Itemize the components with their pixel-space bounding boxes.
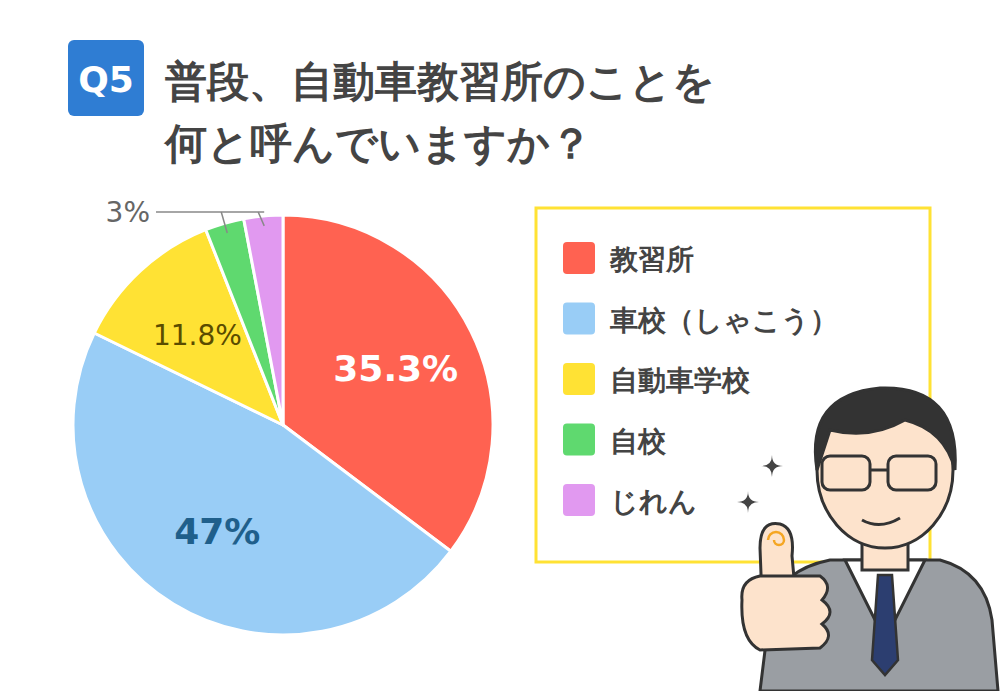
legend-swatch (563, 303, 595, 335)
data-label: 35.3% (333, 348, 458, 389)
legend-label: 教習所 (609, 243, 694, 276)
legend-swatch (563, 363, 595, 395)
chart: Q5 普段、自動車教習所のことを何と呼んでいますか？ 35.3% 47% 11.8% 3%… (0, 0, 1000, 691)
sparkle (737, 491, 759, 513)
legend-label: じれん (610, 485, 697, 518)
legend-swatch (563, 242, 595, 274)
data-label: 3% (106, 196, 150, 229)
legend-label: 車校（しゃこう） (609, 304, 838, 337)
sparkle (761, 455, 783, 477)
title: 普段、自動車教習所のことを何と呼んでいますか？ (163, 57, 715, 168)
legend-label: 自動車学校 (610, 364, 751, 397)
leader-line (258, 212, 264, 226)
legend-swatch (563, 424, 595, 456)
badge-text: Q5 (78, 59, 134, 100)
data-label: 47% (174, 511, 260, 552)
legend-swatch (563, 484, 595, 516)
title-line: 何と呼んでいますか？ (163, 119, 592, 168)
leader-line (156, 211, 264, 213)
title-line: 普段、自動車教習所のことを (165, 57, 715, 106)
data-label: 11.8% (153, 319, 242, 352)
leader-line (221, 212, 227, 233)
character (742, 388, 998, 691)
pie (73, 215, 493, 635)
slice (244, 215, 283, 425)
badge (68, 40, 144, 116)
legend-label: 自校 (610, 425, 667, 458)
